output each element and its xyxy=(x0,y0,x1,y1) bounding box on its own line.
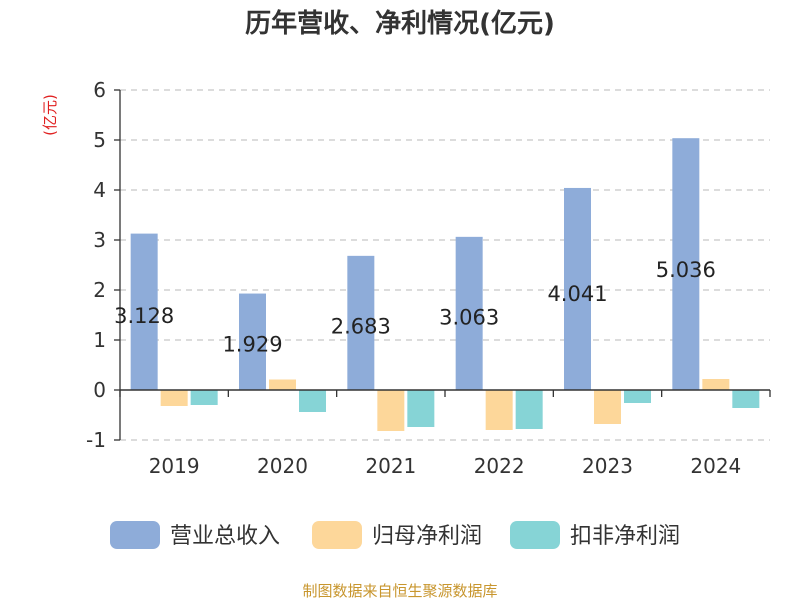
bar-2019-s0 xyxy=(130,233,158,390)
y-tick-label: -1 xyxy=(86,428,106,452)
x-tick-label: 2024 xyxy=(690,454,741,478)
y-tick-label: 5 xyxy=(93,128,106,152)
bar-2024-s0 xyxy=(672,138,700,390)
chart-title: 历年营收、净利情况(亿元) xyxy=(245,8,555,39)
bar-2022-s1 xyxy=(485,390,513,430)
x-tick-label: 2023 xyxy=(582,454,633,478)
y-tick-label: 4 xyxy=(93,178,106,202)
data-label: 2.683 xyxy=(331,315,391,339)
bar-2022-s2 xyxy=(515,390,543,429)
y-tick-label: 2 xyxy=(93,278,106,302)
bar-2021-s1 xyxy=(377,390,405,431)
axes: -1 0 1 2 3 4 5 6 2019 2020 2021 2022 2023 2024 xyxy=(86,78,771,478)
legend-label-0: 营业总收入 xyxy=(170,524,280,549)
y-tick-label: 6 xyxy=(93,78,106,102)
data-label: 5.036 xyxy=(656,258,716,282)
legend-swatch-2 xyxy=(510,521,560,549)
bar-2020-s0 xyxy=(239,293,266,390)
data-labels: 3.128 1.929 2.683 3.063 4.041 5.036 xyxy=(114,258,716,357)
y-tick-label: 1 xyxy=(93,328,106,352)
bar-2021-s2 xyxy=(407,390,435,427)
legend: 营业总收入 归母净利润 扣非净利润 xyxy=(110,521,680,549)
bar-2020-s2 xyxy=(299,390,326,412)
x-tick-label: 2021 xyxy=(365,454,416,478)
grid-lines xyxy=(120,89,770,441)
y-axis-unit: (亿元) xyxy=(41,94,59,136)
x-tick-label: 2022 xyxy=(474,454,525,478)
x-tick-label: 2020 xyxy=(257,454,308,478)
data-label: 1.929 xyxy=(222,333,282,357)
legend-swatch-1 xyxy=(312,521,362,549)
data-source-note: 制图数据来自恒生聚源数据库 xyxy=(302,582,497,600)
bar-2020-s1 xyxy=(269,379,296,390)
legend-label-2: 扣非净利润 xyxy=(570,524,680,549)
y-tick-label: 0 xyxy=(93,378,106,402)
bar-2023-s2 xyxy=(624,390,651,403)
legend-label-1: 归母净利润 xyxy=(372,524,482,549)
data-label: 3.063 xyxy=(439,305,499,329)
x-tick-label: 2019 xyxy=(149,454,200,478)
data-label: 3.128 xyxy=(114,304,174,328)
data-label: 4.041 xyxy=(547,282,607,306)
bar-2019-s1 xyxy=(160,390,188,406)
y-tick-label: 3 xyxy=(93,228,106,252)
bar-2024-s2 xyxy=(732,390,760,408)
bar-2024-s1 xyxy=(702,379,730,390)
bars xyxy=(130,138,760,431)
bar-2023-s0 xyxy=(564,187,591,390)
bar-2021-s0 xyxy=(347,255,375,390)
bar-2019-s2 xyxy=(190,390,218,405)
bar-2022-s0 xyxy=(455,236,483,390)
bar-2023-s1 xyxy=(594,390,621,424)
legend-swatch-0 xyxy=(110,521,160,549)
